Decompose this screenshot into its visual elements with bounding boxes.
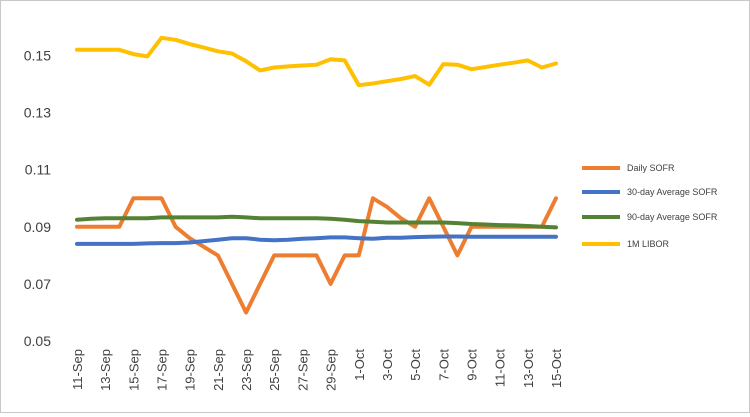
series-line-daily-sofr	[75, 196, 558, 315]
y-tick-label: 0.09	[24, 219, 51, 235]
y-tick-label: 0.15	[24, 48, 51, 64]
x-tick-label: 15-Sep	[126, 349, 141, 391]
x-tick-label: 7-Oct	[436, 349, 451, 381]
series-line-30-day-average-sofr	[75, 234, 558, 246]
x-tick-label: 17-Sep	[155, 349, 170, 391]
x-tick-label: 13-Oct	[521, 349, 536, 388]
x-tick-label: 11-Sep	[70, 349, 85, 390]
x-tick-label: 23-Sep	[239, 349, 254, 391]
y-axis: 0.05 0.07 0.09 0.11 0.13 0.15	[24, 48, 51, 349]
x-axis: 11-Sep 13-Sep 15-Sep 17-Sep 19-Sep 21-Sep 23-S…	[70, 349, 564, 391]
x-tick-label: 13-Sep	[98, 349, 113, 391]
series-layer	[75, 35, 558, 315]
legend: Daily SOFR 30-day Average SOFR 90-day Aver…	[582, 163, 718, 249]
legend-label: 30-day Average SOFR	[627, 187, 718, 197]
x-tick-label: 27-Sep	[295, 349, 310, 391]
x-tick-label: 25-Sep	[267, 349, 282, 391]
legend-label: 1M LIBOR	[627, 239, 670, 249]
x-tick-label: 19-Sep	[183, 349, 198, 391]
series-line-1m-libor	[75, 35, 558, 88]
x-tick-label: 29-Sep	[324, 349, 339, 391]
legend-label: 90-day Average SOFR	[627, 212, 718, 222]
x-tick-label: 5-Oct	[408, 349, 423, 381]
y-tick-label: 0.07	[24, 276, 51, 292]
series-line-90-day-average-sofr	[75, 214, 558, 230]
x-tick-label: 3-Oct	[380, 349, 395, 381]
x-tick-label: 1-Oct	[352, 349, 367, 381]
y-tick-label: 0.05	[24, 333, 51, 349]
y-tick-label: 0.11	[25, 162, 51, 178]
y-tick-label: 0.13	[24, 105, 51, 121]
x-tick-label: 15-Oct	[549, 349, 564, 388]
x-tick-label: 9-Oct	[464, 349, 479, 381]
legend-label: Daily SOFR	[627, 163, 675, 173]
x-tick-label: 21-Sep	[211, 349, 226, 391]
x-tick-label: 11-Oct	[493, 349, 508, 387]
